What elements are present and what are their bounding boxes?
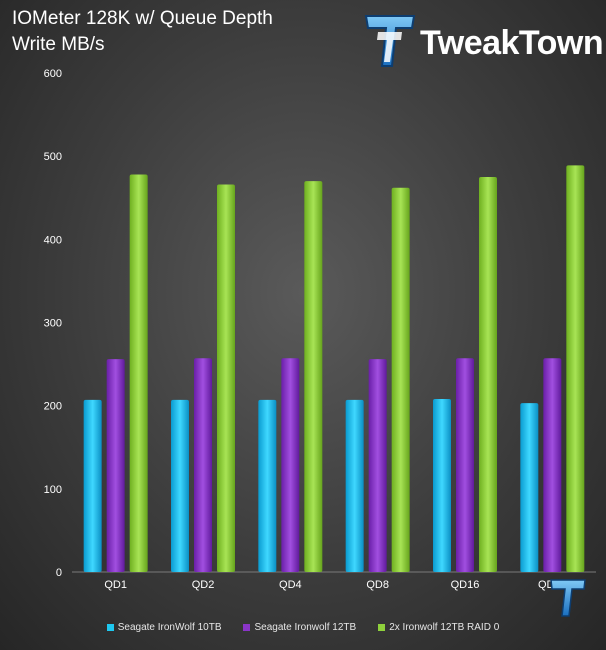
legend: Seagate IronWolf 10TB Seagate Ironwolf 1… [0,622,606,633]
y-tick-label: 200 [44,401,62,413]
bar-series-2 [456,358,474,572]
bar-series-3 [479,176,497,573]
x-tick-label: QD16 [451,579,480,591]
y-tick-label: 500 [44,151,62,163]
legend-item-series-1: Seagate IronWolf 10TB [106,622,222,633]
tweaktown-logo: TweakTown [362,10,604,70]
bar-series-2 [281,358,300,572]
bar-series-1 [520,403,539,572]
bar-series-1 [433,399,451,572]
y-tick-label: 400 [44,234,62,246]
legend-item-series-3: 2x Ironwolf 12TB RAID 0 [378,622,499,633]
x-tick-label: QD1 [104,579,127,591]
x-tick-label: QD4 [279,579,302,591]
legend-label-series-1: Seagate IronWolf 10TB [117,622,222,633]
legend-swatch-series-1 [106,624,114,631]
legend-label-series-2: Seagate Ironwolf 12TB [254,622,357,633]
bars [83,165,585,573]
chart-subtitle: Write MB/s [12,34,105,55]
bar-series-3 [566,165,585,572]
x-tick-label: QD2 [192,579,215,591]
tweaktown-emblem-icon [364,15,416,67]
bar-series-2 [543,358,562,572]
bar-series-3 [129,174,148,573]
bar-series-3 [217,184,235,572]
x-tick-label: QD8 [366,579,389,591]
x-axis: QD1QD2QD4QD8QD16QD32 [104,579,566,591]
bar-series-1 [83,399,102,572]
y-tick-label: 600 [44,68,62,80]
legend-swatch-series-2 [243,624,251,631]
bar-series-2 [106,359,125,572]
bar-series-2 [368,359,387,572]
bar-series-2 [194,358,212,572]
bar-series-3 [391,187,410,572]
tweaktown-watermark-icon [550,579,586,617]
bar-series-1 [171,399,189,572]
chart-title-block: IOMeter 128K w/ Queue Depth Write MB/s [12,6,273,58]
brand-name: TweakTown [420,24,604,62]
y-tick-label: 100 [44,484,62,496]
bar-series-1 [345,399,364,572]
y-tick-label: 0 [56,567,62,579]
legend-swatch-series-3 [378,624,386,631]
y-tick-label: 300 [44,318,62,330]
legend-label-series-3: 2x Ironwolf 12TB RAID 0 [389,622,500,633]
bar-series-3 [304,181,323,572]
y-axis: 0 100 200 300 400 500 600 [44,68,596,579]
bar-series-1 [258,399,277,572]
chart-title: IOMeter 128K w/ Queue Depth [12,8,273,29]
legend-item-series-2: Seagate Ironwolf 12TB [243,622,356,633]
